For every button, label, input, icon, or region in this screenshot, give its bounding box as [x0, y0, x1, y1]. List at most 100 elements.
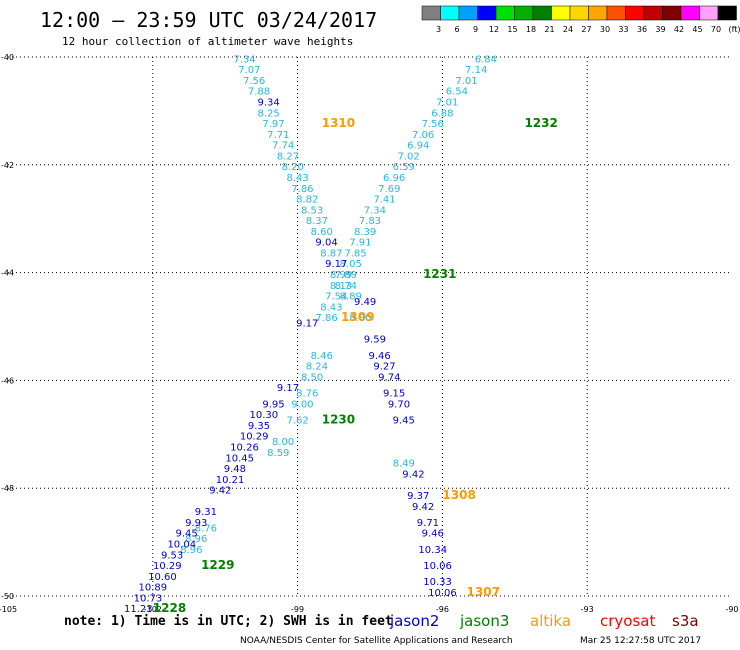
wave-height-label: 9.46: [369, 351, 391, 362]
wave-height-label: 7.06: [412, 130, 434, 141]
legend-s3a: s3a: [672, 612, 699, 630]
wave-height-label: 6.54: [446, 87, 468, 98]
wave-height-label: 9.17: [325, 259, 347, 270]
wave-height-label: 8.13: [330, 281, 352, 292]
legend-jason2: jason2: [389, 612, 439, 630]
legend-jason3: jason3: [459, 612, 509, 630]
wave-height-label: 7.34: [233, 54, 255, 65]
x-tick-label: -90: [725, 605, 738, 614]
wave-height-label: 10.04: [167, 539, 196, 550]
wave-height-label: 8.43: [320, 302, 342, 313]
colorbar-swatch: [495, 5, 515, 21]
wave-height-label: 8.80: [349, 313, 371, 324]
wave-height-label: 8.27: [277, 151, 299, 162]
pass-time-label: 1307: [467, 585, 500, 599]
wave-height-label: 7.69: [378, 184, 400, 195]
wave-height-label: 9.27: [373, 362, 395, 373]
wave-height-label: 8.74: [335, 281, 357, 292]
footer-credit: NOAA/NESDIS Center for Satellite Applica…: [240, 636, 513, 646]
colorbar-label: 24: [563, 25, 573, 34]
wave-height-label: 9.53: [161, 550, 183, 561]
wave-height-label: 8.87: [320, 248, 342, 259]
colorbar-swatch: [532, 5, 552, 21]
colorbar-label: 21: [544, 25, 554, 34]
pass-time-label: 1231: [423, 267, 456, 281]
wave-height-label: 7.74: [272, 141, 294, 152]
wave-height-label: 9.70: [388, 399, 410, 410]
colorbar-label: 27: [581, 25, 591, 34]
wave-height-label: 7.85: [344, 248, 366, 259]
pass-time-label: 1310: [322, 116, 355, 130]
colorbar-swatch: [514, 5, 534, 21]
axis-ticks: -40 -42 -44 -46 -48 -50 -105 -102 -99 -96 -93 -90: [0, 53, 739, 614]
wave-height-label: 8.39: [354, 227, 376, 238]
wave-height-label: 6.88: [431, 108, 453, 119]
colorbar-label: 33: [618, 25, 628, 34]
pass-time-label: 1232: [524, 116, 557, 130]
wave-height-label: 6.96: [383, 173, 405, 184]
wave-height-label: 10.33: [423, 577, 452, 588]
wave-height-label: 7.07: [238, 65, 260, 76]
wave-height-label: 9.34: [258, 98, 280, 109]
colorbar-swatch: [680, 5, 700, 21]
wave-height-label: 10.26: [230, 442, 259, 453]
colorbar-swatch: [551, 5, 571, 21]
legend-cryosat: cryosat: [600, 612, 655, 630]
wave-height-label: 9.49: [354, 297, 376, 308]
colorbar-swatch: [606, 5, 626, 21]
colorbar-label: 70: [711, 25, 721, 34]
colorbar-label: 3: [436, 25, 441, 34]
wave-height-label: 7.83: [359, 216, 381, 227]
colorbar-label: 30: [600, 25, 610, 34]
wave-height-label: 10.06: [428, 588, 457, 599]
wave-height-label: 7.62: [286, 416, 308, 427]
wave-height-label: 8.50: [301, 372, 323, 383]
colorbar-label: (ft): [728, 25, 740, 34]
chart-subtitle: 12 hour collection of altimeter wave hei…: [62, 35, 353, 48]
wave-height-label: 11.23: [124, 604, 153, 615]
colorbar-swatch: [440, 5, 460, 21]
wave-height-label: 9.74: [378, 372, 400, 383]
wave-height-label: 9.17: [296, 319, 318, 330]
wave-height-label: 9.42: [209, 486, 231, 497]
colorbar-label: 42: [674, 25, 684, 34]
wave-height-label: 9.00: [291, 399, 313, 410]
wave-height-label: 9.45: [393, 416, 415, 427]
grid: [8, 56, 732, 597]
x-tick-label: -105: [0, 605, 17, 614]
footer-timestamp: Mar 25 12:27:58 UTC 2017: [580, 636, 701, 646]
wave-height-label: 8.37: [306, 216, 328, 227]
colorbar-swatch: [569, 5, 589, 21]
colorbar-swatch: [662, 5, 682, 21]
y-tick-label: -42: [1, 161, 14, 170]
wave-height-label: 8.53: [301, 205, 323, 216]
x-tick-label: -96: [436, 605, 449, 614]
wave-height-label: 8.49: [393, 459, 415, 470]
colorbar-swatch: [421, 5, 441, 21]
data-points: 6.847.147.016.547.016.887.567.066.947.02…: [124, 54, 497, 615]
colorbar-label: 12: [489, 25, 499, 34]
legend-altika: altika: [530, 612, 571, 630]
wave-height-label: 10.34: [418, 545, 447, 556]
wave-height-label: 7.88: [248, 87, 270, 98]
wave-height-label: 9.15: [383, 389, 405, 400]
wave-height-label: 8.99: [330, 270, 352, 281]
colorbar-label: 18: [526, 25, 536, 34]
wave-height-label: 10.06: [423, 561, 452, 572]
colorbar-swatch: [458, 5, 478, 21]
y-tick-label: -44: [1, 269, 14, 278]
colorbar-swatch: [717, 5, 737, 21]
wave-height-label: 7.91: [349, 238, 371, 249]
wave-height-label: 7.86: [291, 184, 313, 195]
x-tick-label: -93: [581, 605, 594, 614]
x-tick-label: -102: [144, 605, 162, 614]
wave-height-label: 7.89: [335, 270, 357, 281]
pass-time-label: 1308: [442, 488, 475, 502]
colorbar-label: 6: [454, 25, 459, 34]
wave-height-label: 9.71: [417, 518, 439, 529]
colorbar-label: 36: [637, 25, 647, 34]
colorbar-swatch: [588, 5, 608, 21]
wave-height-label: 8.59: [267, 448, 289, 459]
wave-height-label: 8.25: [258, 108, 280, 119]
wave-height-label: 9.48: [224, 464, 246, 475]
